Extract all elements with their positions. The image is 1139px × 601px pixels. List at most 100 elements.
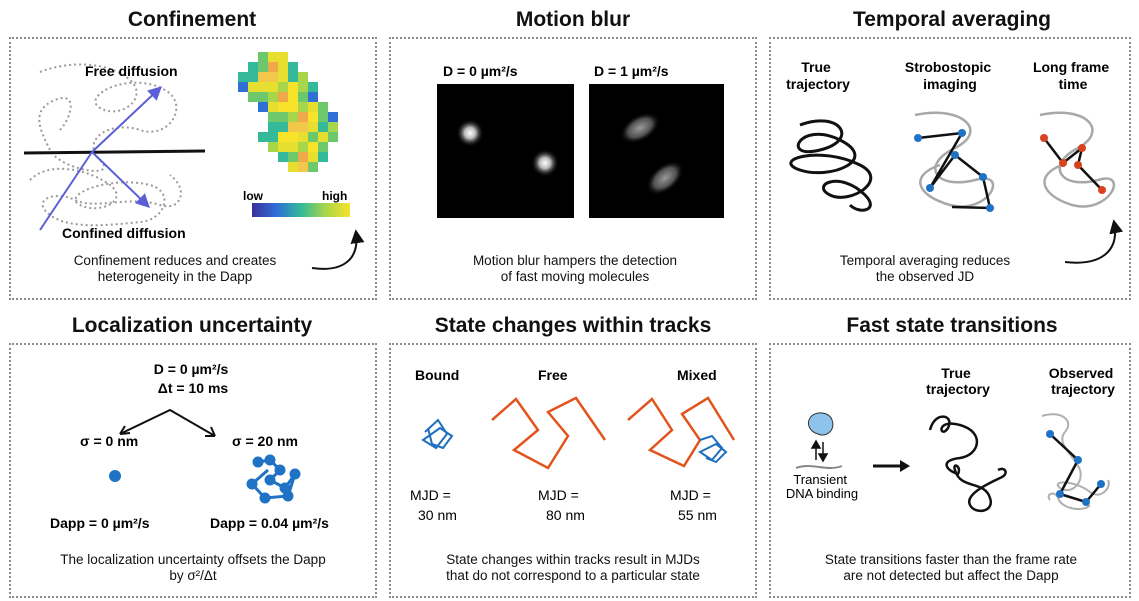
heatmap-cell (268, 112, 278, 122)
heatmap-cell (278, 82, 288, 92)
heatmap-cell (308, 132, 318, 142)
heatmap-cell (278, 72, 288, 82)
panel-title-localization-uncertainty: Localization uncertainty (71, 314, 313, 337)
free-arrow (91, 86, 163, 153)
heatmap-cell (268, 142, 278, 152)
heatmap-cell (238, 72, 248, 82)
heatmap-cell (318, 102, 328, 112)
heatmap-cell (288, 102, 298, 112)
heatmap-cell (328, 112, 338, 122)
heatmap-cell (298, 162, 308, 172)
panel-title-state-changes: State changes within tracks (434, 314, 712, 337)
heatmap-cell (298, 152, 308, 162)
caption-fast-transitions: State transitions faster than the frame … (824, 552, 1078, 583)
heatmap-cell (288, 132, 298, 142)
barrier-line (23, 149, 206, 155)
label-free: Free (538, 367, 568, 383)
heatmap-cell (278, 122, 288, 132)
heatmap-cell (278, 112, 288, 122)
heatmap-cell (258, 92, 268, 102)
heatmap-cell (278, 52, 288, 62)
heatmap-cell (268, 62, 278, 72)
heatmap-cell (288, 152, 298, 162)
heatmap-cell (308, 152, 318, 162)
heatmap-cell (288, 62, 298, 72)
label-bound: Bound (415, 367, 459, 383)
label-dapp-004: Dapp = 0.04 µm²/s (210, 515, 329, 531)
panel-motion-blur (389, 37, 757, 300)
panel-fast-state-transitions (769, 343, 1131, 598)
heatmap-cell (268, 122, 278, 132)
heatmap-cell (298, 112, 308, 122)
panel-temporal-averaging (769, 37, 1131, 300)
caption-localization: The localization uncertainty offsets the… (60, 552, 326, 583)
heatmap-cell (308, 122, 318, 132)
localization-cloud (246, 454, 301, 504)
panel-title-temporal-averaging: Temporal averaging (852, 8, 1051, 31)
heatmap-cell (268, 52, 278, 62)
curved-arrow-icon (1064, 219, 1124, 264)
caption-motion-blur: Motion blur hampers the detection of fast… (472, 253, 678, 284)
heatmap-cell (248, 82, 258, 92)
heatmap-cell (278, 142, 288, 152)
fast-true-trajectory-path (928, 415, 1007, 513)
apparent-diffusion-heatmap (238, 52, 338, 172)
heatmap-cell (298, 122, 308, 132)
panel-title-fast-state-transitions: Fast state transitions (846, 314, 1058, 337)
label-dapp-0: Dapp = 0 µm²/s (50, 515, 150, 531)
long-frame-points (1040, 134, 1106, 194)
label-transient-dna: Transient DNA binding (786, 472, 858, 501)
heatmap-cell (268, 82, 278, 92)
mixed-track-free (627, 396, 736, 468)
label-strobo: Strobostopic imaging (905, 59, 995, 92)
heatmap-cell (318, 122, 328, 132)
heatmap-cell (258, 62, 268, 72)
heatmap-cell (268, 92, 278, 102)
dna-strand (795, 465, 843, 469)
heatmap-cell (268, 132, 278, 142)
heatmap-cell (328, 122, 338, 132)
free-track (491, 396, 607, 470)
curved-arrow-icon (311, 229, 365, 270)
confined-diffusion-path (29, 167, 182, 227)
heatmap-cell (248, 72, 258, 82)
heatmap-cell (288, 112, 298, 122)
label-free-diffusion: Free diffusion (85, 63, 178, 79)
label-d0: D = 0 µm²/s (443, 63, 518, 79)
heatmap-cell (308, 92, 318, 102)
colorbar-high-label: high (322, 189, 347, 203)
heatmap-cell (308, 162, 318, 172)
label-true-trajectory: True trajectory (786, 59, 850, 92)
heatmap-cell (258, 132, 268, 142)
heatmap-cell (278, 102, 288, 112)
heatmap-cell (278, 92, 288, 102)
heatmap-cell (318, 152, 328, 162)
label-sigma-20: σ = 20 nm (232, 433, 298, 449)
heatmap-cell (288, 82, 298, 92)
heatmap-cell (278, 152, 288, 162)
heatmap-cell (268, 102, 278, 112)
mjd-mixed: 55 nm (678, 507, 717, 523)
heatmap-cell (278, 62, 288, 72)
heatmap-cell (248, 92, 258, 102)
heatmap-cell (298, 92, 308, 102)
heatmap-cell (298, 102, 308, 112)
true-trajectory-path (789, 119, 873, 212)
label-fast-true-trajectory: True trajectory (926, 365, 990, 397)
heatmap-cell (298, 142, 308, 152)
heatmap-cell (288, 92, 298, 102)
heatmap-cell (258, 52, 268, 62)
label-d-dt: D = 0 µm²/s Δt = 10 ms (154, 361, 232, 396)
label-long-frame: Long frame time (1033, 59, 1113, 92)
bound-track (421, 418, 454, 450)
heatmap-cell (248, 62, 258, 72)
caption-confinement: Confinement reduces and creates heterogen… (73, 253, 277, 284)
heatmap-cell (268, 72, 278, 82)
heatmap-cell (308, 82, 318, 92)
panel-localization-uncertainty (9, 343, 377, 598)
